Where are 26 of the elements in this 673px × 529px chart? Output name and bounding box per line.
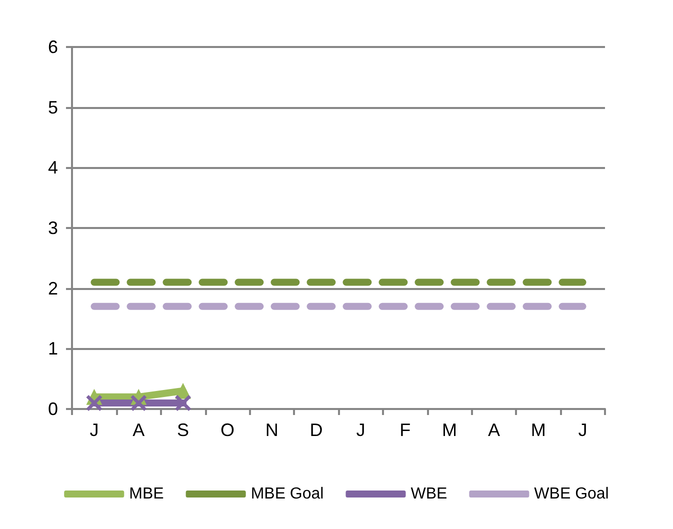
x-tick-label: M [442, 420, 458, 440]
legend-label: MBE [129, 486, 164, 502]
x-tick-label: D [310, 420, 323, 440]
point [86, 394, 102, 411]
x-tick-label: J [90, 420, 99, 440]
y-tick-label: 4 [48, 158, 58, 178]
x-tick-label: F [400, 420, 411, 440]
y-tick-label: 5 [48, 97, 58, 118]
legend-label: WBE Goal [534, 486, 609, 502]
point [175, 394, 192, 411]
legend-label: MBE Goal [250, 486, 324, 502]
x-tick-label: S [177, 420, 190, 440]
x-tick-label: A [132, 420, 145, 440]
y-tick-label: 1 [48, 338, 58, 359]
point [130, 394, 147, 411]
x-tick-label: J [356, 420, 366, 440]
legend-label: WBE [410, 486, 448, 502]
y-tick-label: 6 [48, 37, 58, 57]
y-tick-label: 2 [48, 278, 58, 298]
y-tick-label: 3 [48, 218, 58, 238]
x-tick-label: A [488, 420, 500, 440]
x-tick-label: J [578, 420, 588, 440]
y-tick-label: 0 [48, 399, 58, 419]
x-tick-label: N [265, 420, 278, 440]
x-tick-label: O [220, 420, 234, 440]
x-tick-label: M [530, 420, 546, 440]
